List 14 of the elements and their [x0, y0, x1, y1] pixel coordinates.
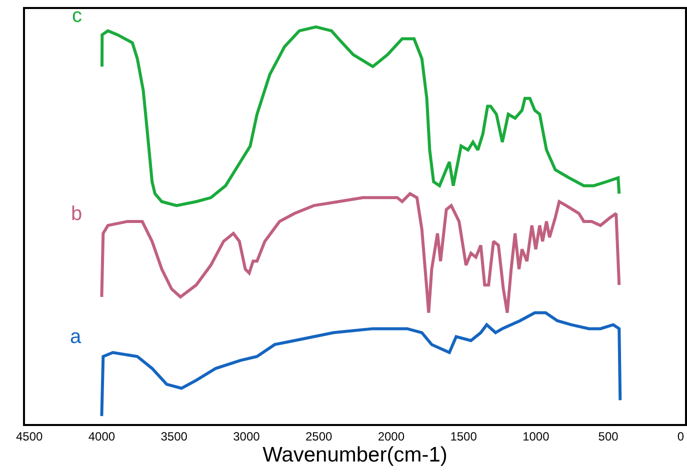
x-tick-label: 0 [677, 429, 684, 444]
x-axis-title: Wavenumber(cm-1) [262, 443, 448, 466]
series-label: b [71, 203, 82, 225]
x-tick-label: 1000 [522, 429, 550, 444]
x-tick-label: 3500 [160, 429, 188, 444]
x-tick-label: 2000 [378, 429, 405, 444]
x-tick-label: 4000 [88, 429, 116, 444]
x-tick-label: 2500 [305, 429, 332, 444]
x-tick-label: 3000 [233, 429, 260, 444]
x-tick-label: 500 [598, 429, 619, 444]
series-label: a [70, 326, 82, 348]
x-tick-label: 4500 [16, 429, 44, 444]
series-label: c [72, 5, 82, 27]
x-tick-label: 1500 [450, 429, 478, 444]
